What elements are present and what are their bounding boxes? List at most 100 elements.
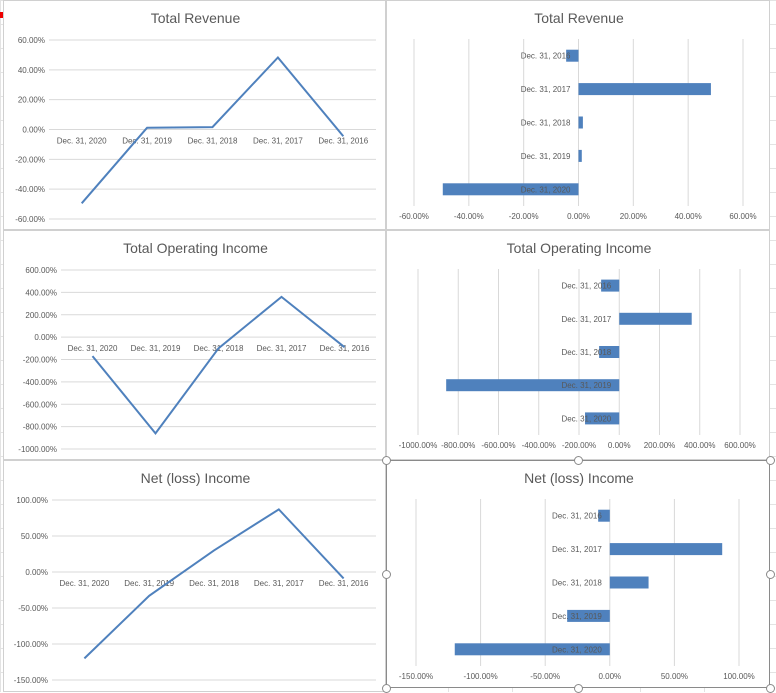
y-category-label: Dec. 31, 2016 xyxy=(521,52,571,61)
y-tick-label: -40.00% xyxy=(15,185,45,194)
x-tick-label: 50.00% xyxy=(661,672,688,681)
resize-handle[interactable] xyxy=(766,684,775,693)
operating-bar-svg: Total Operating Income -1000.00%-800.00% -… xyxy=(387,231,771,461)
resize-handle[interactable] xyxy=(574,456,583,465)
series-line xyxy=(82,57,344,203)
x-tick-label: 0.00% xyxy=(608,441,631,450)
y-tick-label: -800.00% xyxy=(23,423,57,432)
net-bar-chart[interactable]: Net (loss) Income -150.00% -100.00% -50.00%… xyxy=(386,460,770,688)
chart-title: Total Operating Income xyxy=(507,240,652,256)
x-category-label: Dec. 31, 2017 xyxy=(257,344,307,353)
x-tick-label: 400.00% xyxy=(684,441,716,450)
x-tick-label: 0.00% xyxy=(567,212,590,221)
chart-title: Total Operating Income xyxy=(123,240,268,256)
x-category-label: Dec. 31, 2016 xyxy=(319,579,369,588)
x-tick-label: 600.00% xyxy=(724,441,756,450)
x-category-label: Dec. 31, 2020 xyxy=(59,579,109,588)
y-category-label: Dec. 31, 2020 xyxy=(552,645,602,654)
chart-title: Net (loss) Income xyxy=(524,470,634,486)
resize-handle[interactable] xyxy=(766,456,775,465)
y-tick-label: -60.00% xyxy=(15,215,45,224)
y-category-label: Dec. 31, 2019 xyxy=(561,381,611,390)
y-category-label: Dec. 31, 2020 xyxy=(521,185,571,194)
x-tick-label: 60.00% xyxy=(729,212,756,221)
x-category-label: Dec. 31, 2019 xyxy=(131,344,181,353)
x-tick-label: -60.00% xyxy=(399,212,429,221)
x-category-label: Dec. 31, 2020 xyxy=(57,137,107,146)
y-tick-label: 50.00% xyxy=(21,532,48,541)
y-tick-label: -200.00% xyxy=(23,356,57,365)
y-tick-label: 60.00% xyxy=(18,36,45,45)
operating-line-chart[interactable]: Total Operating Income 600.00% 400.00% 200.… xyxy=(3,230,386,460)
x-category-label: Dec. 31, 2017 xyxy=(254,579,304,588)
y-category-label: Dec. 31, 2016 xyxy=(561,282,611,291)
bar xyxy=(619,313,691,325)
resize-handle[interactable] xyxy=(382,684,391,693)
y-tick-label: 200.00% xyxy=(25,311,57,320)
y-category-label: Dec. 31, 2017 xyxy=(521,85,571,94)
x-tick-label: 0.00% xyxy=(598,672,621,681)
bar xyxy=(610,577,649,589)
bar xyxy=(579,83,711,95)
y-tick-label: -100.00% xyxy=(14,640,48,649)
y-tick-label: 0.00% xyxy=(25,568,48,577)
y-category-label: Dec. 31, 2018 xyxy=(521,119,571,128)
y-category-label: Dec. 31, 2020 xyxy=(561,414,611,423)
x-tick-label: 100.00% xyxy=(723,672,755,681)
net-line-svg: Net (loss) Income 100.00% 50.00% 0.00% -50.0… xyxy=(4,461,387,693)
x-category-label: Dec. 31, 2019 xyxy=(122,137,172,146)
x-category-label: Dec. 31, 2017 xyxy=(253,137,303,146)
y-tick-label: 600.00% xyxy=(25,266,57,275)
y-tick-label: 400.00% xyxy=(25,288,57,297)
y-tick-label: -600.00% xyxy=(23,400,57,409)
x-tick-label: 20.00% xyxy=(620,212,647,221)
x-category-label: Dec. 31, 2016 xyxy=(318,137,368,146)
y-tick-label: -1000.00% xyxy=(18,445,57,454)
y-category-label: Dec. 31, 2019 xyxy=(552,612,602,621)
resize-handle[interactable] xyxy=(766,570,775,579)
chart-title: Net (loss) Income xyxy=(141,470,251,486)
x-tick-label: -150.00% xyxy=(399,672,433,681)
x-tick-label: -1000.00% xyxy=(399,441,438,450)
y-tick-label: -150.00% xyxy=(14,676,48,685)
y-tick-label: 0.00% xyxy=(34,333,57,342)
operating-line-svg: Total Operating Income 600.00% 400.00% 200.… xyxy=(4,231,387,461)
x-tick-label: -400.00% xyxy=(522,441,556,450)
x-tick-label: 40.00% xyxy=(675,212,702,221)
y-tick-label: -400.00% xyxy=(23,378,57,387)
chart-title: Total Revenue xyxy=(151,10,241,26)
resize-handle[interactable] xyxy=(574,684,583,693)
y-category-label: Dec. 31, 2018 xyxy=(552,579,602,588)
bar xyxy=(579,117,583,129)
x-tick-label: -100.00% xyxy=(463,672,497,681)
net-bar-svg: Net (loss) Income -150.00% -100.00% -50.00%… xyxy=(387,461,771,689)
x-category-label: Dec. 31, 2018 xyxy=(189,579,239,588)
y-tick-label: 100.00% xyxy=(16,496,48,505)
operating-bar-chart[interactable]: Total Operating Income -1000.00%-800.00% -… xyxy=(386,230,770,460)
revenue-bar-chart[interactable]: Total Revenue-60.00%-40.00%-20.00%0.00%2… xyxy=(386,0,770,230)
x-tick-label: -200.00% xyxy=(562,441,596,450)
y-tick-label: 40.00% xyxy=(18,66,45,75)
y-category-label: Dec. 31, 2019 xyxy=(521,152,571,161)
x-tick-label: -50.00% xyxy=(530,672,560,681)
x-tick-label: -40.00% xyxy=(454,212,484,221)
y-tick-label: -50.00% xyxy=(18,604,48,613)
x-tick-label: 200.00% xyxy=(644,441,676,450)
x-category-label: Dec. 31, 2016 xyxy=(320,344,370,353)
revenue-line-svg: Total Revenue60.00%40.00%20.00%0.00%-20.… xyxy=(4,1,387,231)
resize-handle[interactable] xyxy=(382,456,391,465)
chart-title: Total Revenue xyxy=(534,10,624,26)
x-tick-label: -800.00% xyxy=(441,441,475,450)
y-tick-label: 0.00% xyxy=(22,126,45,135)
resize-handle[interactable] xyxy=(382,570,391,579)
net-line-chart[interactable]: Net (loss) Income 100.00% 50.00% 0.00% -50.0… xyxy=(3,460,386,692)
x-category-label: Dec. 31, 2020 xyxy=(68,344,118,353)
bar xyxy=(579,150,582,162)
y-category-label: Dec. 31, 2017 xyxy=(561,315,611,324)
bar xyxy=(610,543,722,555)
series-line xyxy=(93,297,345,433)
y-category-label: Dec. 31, 2018 xyxy=(561,348,611,357)
y-category-label: Dec. 31, 2016 xyxy=(552,512,602,521)
y-tick-label: 20.00% xyxy=(18,96,45,105)
